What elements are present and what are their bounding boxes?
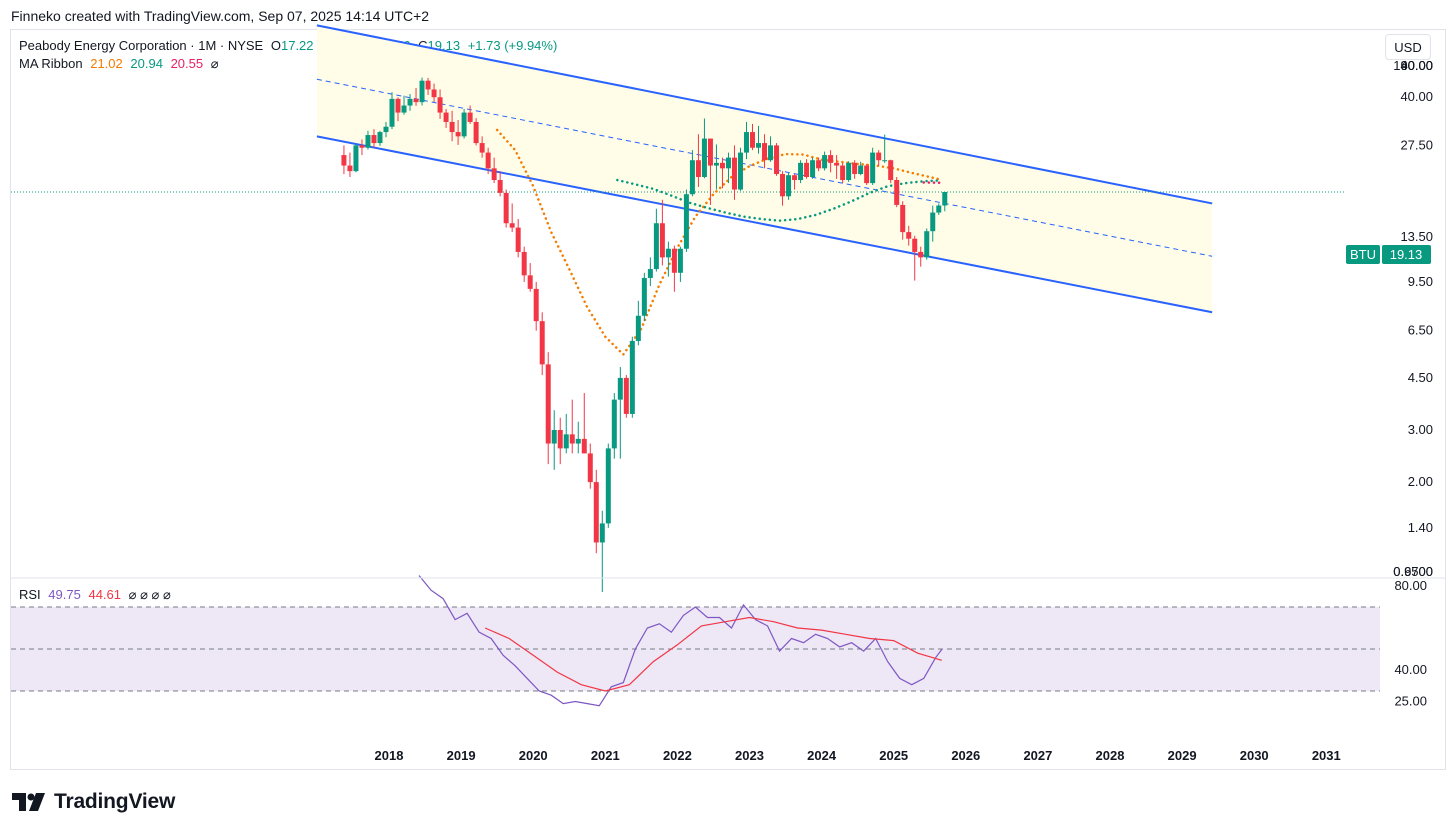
- rsi-legend[interactable]: RSI 49.75 44.61 ⌀ ⌀ ⌀ ⌀: [19, 587, 175, 603]
- rsi-hidden-icons[interactable]: ⌀ ⌀ ⌀ ⌀: [128, 587, 171, 602]
- open-value: 17.22: [280, 38, 314, 53]
- high-label: H: [321, 38, 331, 53]
- rsi-label: RSI: [19, 587, 41, 602]
- ma3-value: 20.55: [170, 56, 204, 71]
- close-label: C: [418, 38, 428, 53]
- high-value: 19.13: [330, 38, 364, 53]
- tradingview-logo-text: TradingView: [54, 790, 176, 813]
- rsi-value: 49.75: [48, 587, 81, 602]
- main-legend[interactable]: Peabody Energy Corporation · 1M · NYSE O…: [19, 38, 561, 53]
- ma2-value: 20.94: [130, 56, 163, 71]
- rsi-ma-value: 44.61: [88, 587, 122, 602]
- ma-ribbon-label: MA Ribbon: [19, 56, 83, 71]
- attribution-text: Finneko created with TradingView.com, Se…: [11, 8, 430, 24]
- ma1-value: 21.02: [90, 56, 123, 71]
- open-label: O: [270, 38, 281, 53]
- ma-ribbon-legend[interactable]: MA Ribbon 21.02 20.94 20.55 ⌀: [19, 56, 223, 72]
- hidden-eye-icon[interactable]: ⌀: [210, 56, 219, 71]
- chart-frame: [10, 29, 1446, 770]
- low-value: 16.46: [377, 38, 411, 53]
- currency-button[interactable]: USD: [1385, 34, 1431, 60]
- low-label: L: [370, 38, 378, 53]
- close-value: 19.13: [427, 38, 461, 53]
- tradingview-logo[interactable]: TradingView: [12, 790, 175, 814]
- change-value: +1.73 (+9.94%): [467, 38, 558, 53]
- symbol-line: Peabody Energy Corporation · 1M · NYSE: [19, 38, 264, 53]
- tradingview-logo-icon: [12, 793, 45, 811]
